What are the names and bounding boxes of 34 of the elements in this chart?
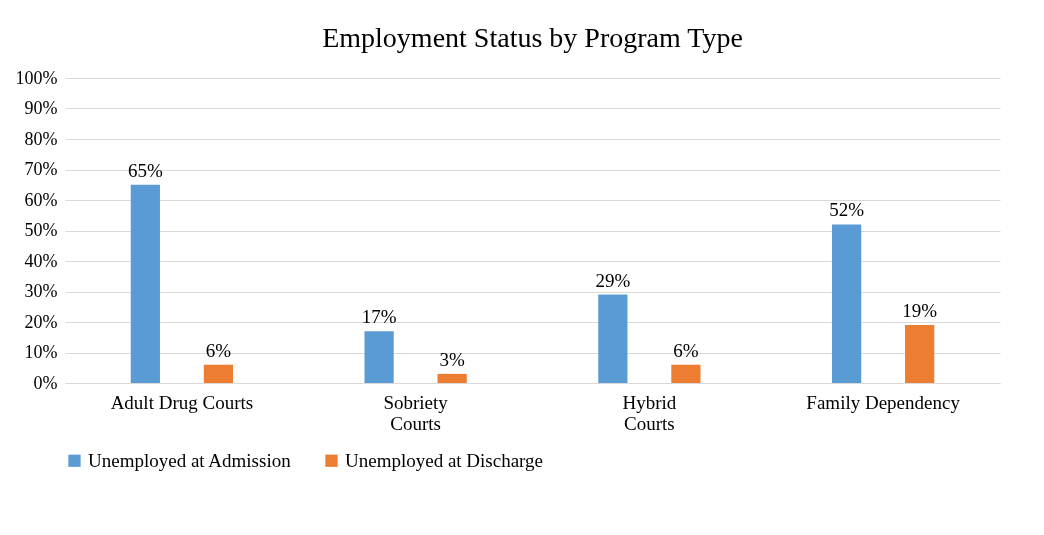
y-tick-label: 30% [24,281,58,301]
x-tick-label: Family Dependency [806,391,961,413]
data-label: 3% [439,348,465,370]
legend-label: Unemployed at Discharge [345,449,544,471]
data-label: 17% [361,306,397,328]
data-label: 6% [673,339,699,361]
legend-label: Unemployed at Admission [88,449,292,471]
data-label: 19% [902,300,938,322]
y-tick-label: 50% [24,220,58,240]
x-tick-label: Adult Drug Courts [110,391,254,413]
y-tick-label: 0% [33,372,58,393]
data-label: 52% [829,199,865,221]
y-tick-label: 80% [24,128,58,149]
data-label: 65% [127,159,163,181]
y-tick-label: 90% [24,98,58,118]
bar [203,364,234,383]
bar [598,294,628,383]
bar [364,331,394,383]
bar [671,364,701,383]
data-label: 29% [595,269,631,291]
data-label: 6% [205,339,232,361]
chart-title: Employment Status by Program Type [322,22,743,53]
x-tick-label: Hybrid Courts [622,391,677,434]
y-tick-label: 10% [24,342,58,362]
bar [831,224,862,383]
y-tick-label: 100% [15,67,58,88]
y-tick-label: 40% [24,250,58,271]
y-tick-label: 20% [24,311,58,332]
bar [437,373,467,383]
y-tick-label: 70% [24,159,58,179]
y-tick-label: 60% [24,189,58,210]
x-tick-label: Sobriety Courts [383,391,449,434]
bar [905,325,935,383]
bar [130,184,160,383]
